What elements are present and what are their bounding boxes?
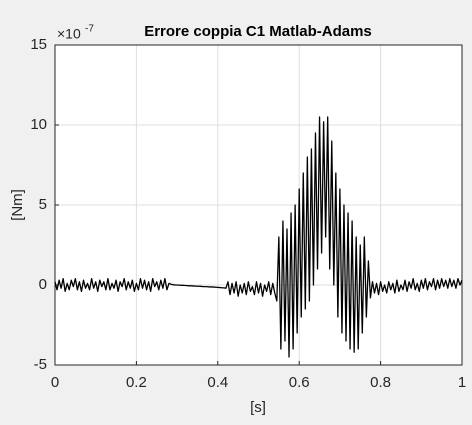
y-tick-label: 0 [39, 276, 47, 293]
y-multiplier-power: -7 [85, 24, 94, 35]
y-tick-label: 15 [30, 36, 47, 53]
x-tick-label: 0.2 [126, 374, 147, 391]
chart-title: Errore coppia C1 Matlab-Adams [144, 23, 372, 40]
x-tick-label: 1 [458, 374, 466, 391]
x-tick-label: 0.8 [370, 374, 391, 391]
x-tick-label: 0.4 [207, 374, 228, 391]
axes-box [54, 44, 463, 366]
y-tick-label: 5 [39, 196, 47, 213]
y-tick-label: -5 [34, 356, 47, 373]
data-line [54, 116, 463, 358]
y-axis-label: [Nm] [9, 189, 26, 221]
x-tick-label: 0 [51, 374, 59, 391]
x-axis-label: [s] [250, 399, 266, 416]
x-tick-label: 0.6 [289, 374, 310, 391]
y-tick-label: 10 [30, 116, 47, 133]
y-multiplier: ×10 [57, 26, 81, 42]
